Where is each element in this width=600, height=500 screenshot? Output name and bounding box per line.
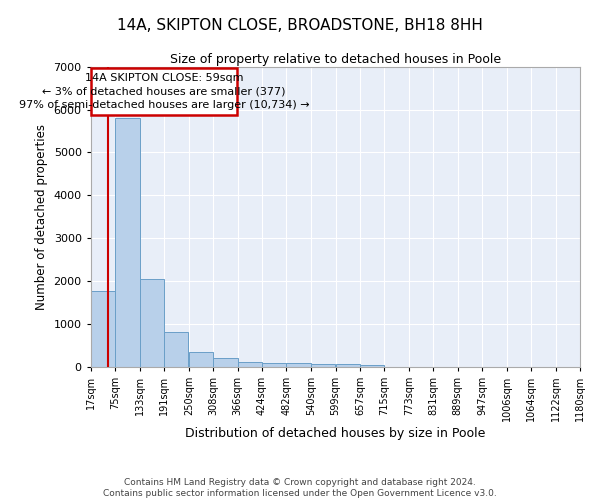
Bar xyxy=(262,362,286,367)
Bar xyxy=(360,364,385,367)
X-axis label: Distribution of detached houses by size in Poole: Distribution of detached houses by size … xyxy=(185,427,485,440)
Bar xyxy=(164,332,188,367)
Bar xyxy=(91,68,237,115)
Title: Size of property relative to detached houses in Poole: Size of property relative to detached ho… xyxy=(170,52,501,66)
Text: 14A, SKIPTON CLOSE, BROADSTONE, BH18 8HH: 14A, SKIPTON CLOSE, BROADSTONE, BH18 8HH xyxy=(117,18,483,32)
Text: ← 3% of detached houses are smaller (377): ← 3% of detached houses are smaller (377… xyxy=(42,86,286,97)
Text: 97% of semi-detached houses are larger (10,734) →: 97% of semi-detached houses are larger (… xyxy=(19,100,309,110)
Bar xyxy=(311,364,335,367)
Bar xyxy=(189,352,213,367)
Text: 14A SKIPTON CLOSE: 59sqm: 14A SKIPTON CLOSE: 59sqm xyxy=(85,73,243,83)
Y-axis label: Number of detached properties: Number of detached properties xyxy=(35,124,48,310)
Bar xyxy=(91,290,115,367)
Bar xyxy=(238,362,262,367)
Bar xyxy=(335,364,360,367)
Bar xyxy=(286,364,311,367)
Bar xyxy=(140,279,164,367)
Bar xyxy=(213,358,238,367)
Bar xyxy=(115,118,140,367)
Text: Contains HM Land Registry data © Crown copyright and database right 2024.
Contai: Contains HM Land Registry data © Crown c… xyxy=(103,478,497,498)
